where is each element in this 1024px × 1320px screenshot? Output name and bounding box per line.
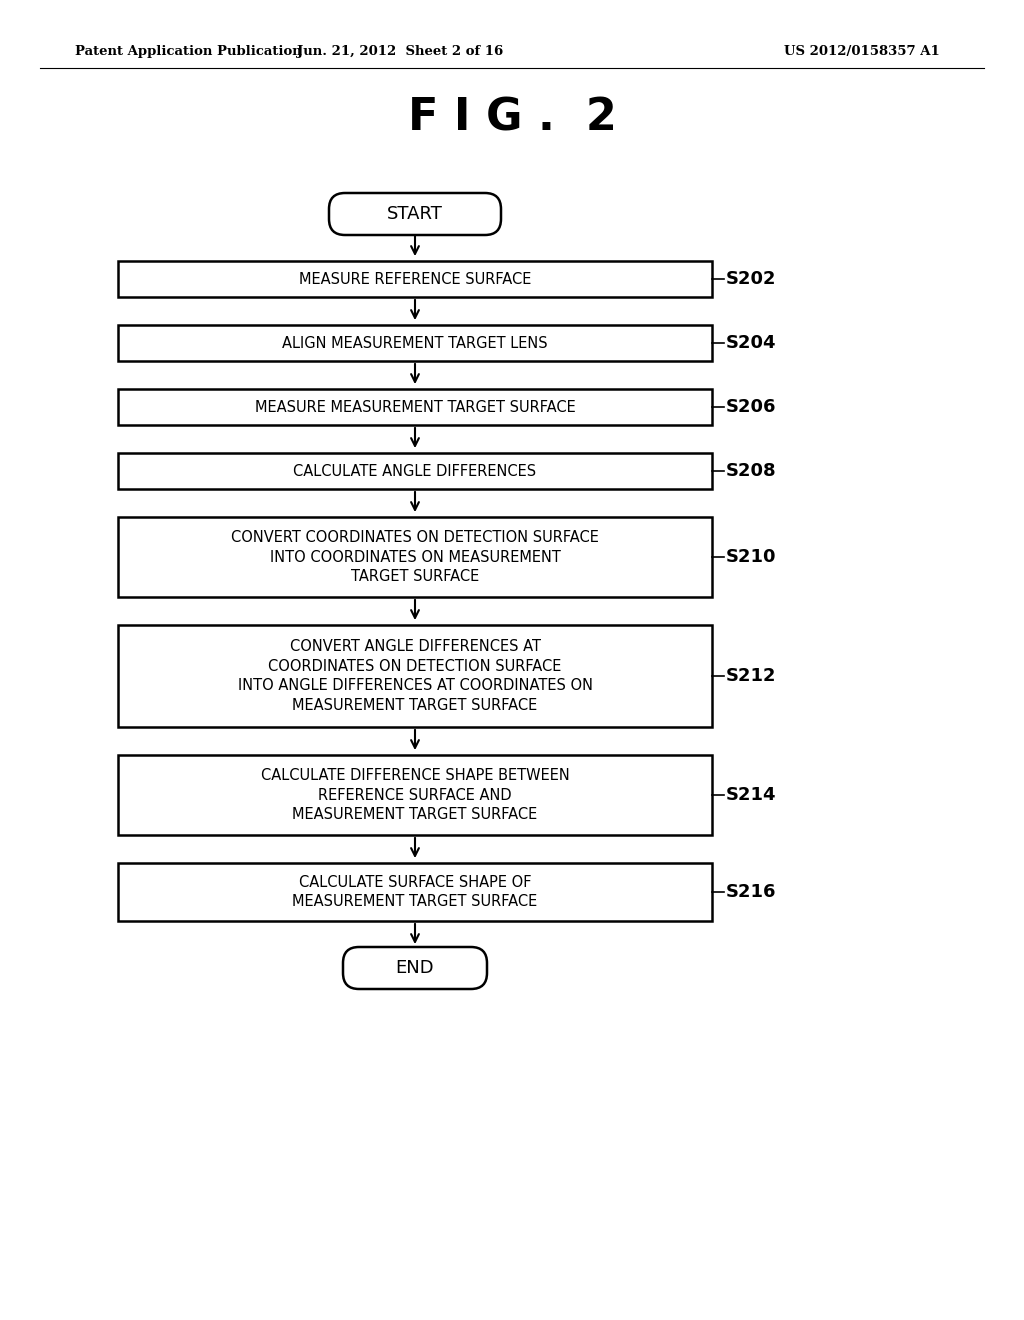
FancyBboxPatch shape [329, 193, 501, 235]
Bar [118, 325, 712, 360]
Text: F I G .  2: F I G . 2 [408, 96, 616, 140]
Text: S206: S206 [726, 399, 776, 416]
Bar [118, 755, 712, 836]
Text: START: START [387, 205, 443, 223]
Text: S216: S216 [726, 883, 776, 902]
Text: S214: S214 [726, 785, 776, 804]
Text: END: END [395, 960, 434, 977]
Text: MEASURE MEASUREMENT TARGET SURFACE: MEASURE MEASUREMENT TARGET SURFACE [255, 400, 575, 414]
Bar [118, 389, 712, 425]
Text: Patent Application Publication: Patent Application Publication [75, 45, 302, 58]
Text: S210: S210 [726, 548, 776, 566]
Text: CALCULATE ANGLE DIFFERENCES: CALCULATE ANGLE DIFFERENCES [294, 463, 537, 479]
Text: MEASURE REFERENCE SURFACE: MEASURE REFERENCE SURFACE [299, 272, 531, 286]
Bar [118, 517, 712, 597]
FancyBboxPatch shape [343, 946, 487, 989]
Text: Jun. 21, 2012  Sheet 2 of 16: Jun. 21, 2012 Sheet 2 of 16 [297, 45, 503, 58]
Bar [118, 863, 712, 921]
Bar [118, 261, 712, 297]
Text: S202: S202 [726, 271, 776, 288]
Bar [118, 624, 712, 727]
Text: S204: S204 [726, 334, 776, 352]
Text: S212: S212 [726, 667, 776, 685]
Text: CALCULATE SURFACE SHAPE OF
MEASUREMENT TARGET SURFACE: CALCULATE SURFACE SHAPE OF MEASUREMENT T… [293, 875, 538, 909]
Text: US 2012/0158357 A1: US 2012/0158357 A1 [784, 45, 940, 58]
Text: CALCULATE DIFFERENCE SHAPE BETWEEN
REFERENCE SURFACE AND
MEASUREMENT TARGET SURF: CALCULATE DIFFERENCE SHAPE BETWEEN REFER… [261, 768, 569, 822]
Text: S208: S208 [726, 462, 776, 480]
Bar [118, 453, 712, 488]
Text: CONVERT ANGLE DIFFERENCES AT
COORDINATES ON DETECTION SURFACE
INTO ANGLE DIFFERE: CONVERT ANGLE DIFFERENCES AT COORDINATES… [238, 639, 593, 713]
Text: ALIGN MEASUREMENT TARGET LENS: ALIGN MEASUREMENT TARGET LENS [283, 335, 548, 351]
Text: CONVERT COORDINATES ON DETECTION SURFACE
INTO COORDINATES ON MEASUREMENT
TARGET : CONVERT COORDINATES ON DETECTION SURFACE… [231, 529, 599, 585]
